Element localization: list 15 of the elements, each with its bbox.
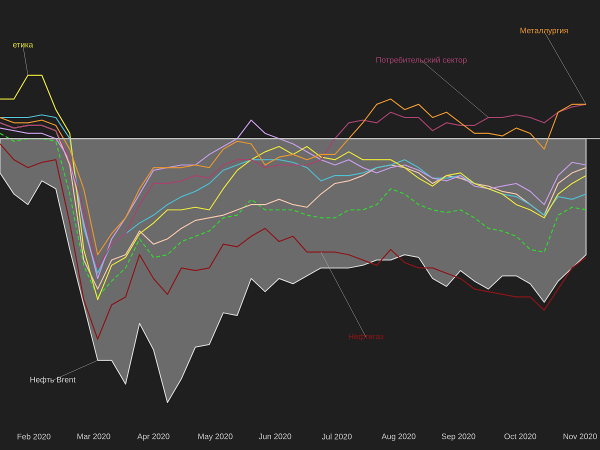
x-tick-label: Nov 2020 — [564, 434, 597, 440]
x-tick-label: May 2020 — [198, 434, 233, 441]
text: етика — [13, 43, 34, 48]
x-tick-label: Jun 2020 — [258, 434, 292, 440]
x-tick-label: Feb 2020 — [18, 434, 50, 440]
x-tick-label: Apr 2020 — [137, 434, 170, 441]
text: Потребительский сектор — [376, 56, 467, 64]
text: Нефтегаз — [348, 333, 384, 341]
x-tick-label: Sep 2020 — [442, 434, 476, 441]
text: Нефть Brent — [30, 376, 76, 384]
text: Металлургия — [520, 28, 568, 35]
x-tick-label: Aug 2020 — [382, 434, 416, 441]
x-tick-label: Oct 2020 — [504, 434, 536, 440]
x-tick-label: Mar 2020 — [77, 434, 110, 440]
x-tick-label: Jul 2020 — [322, 434, 352, 440]
